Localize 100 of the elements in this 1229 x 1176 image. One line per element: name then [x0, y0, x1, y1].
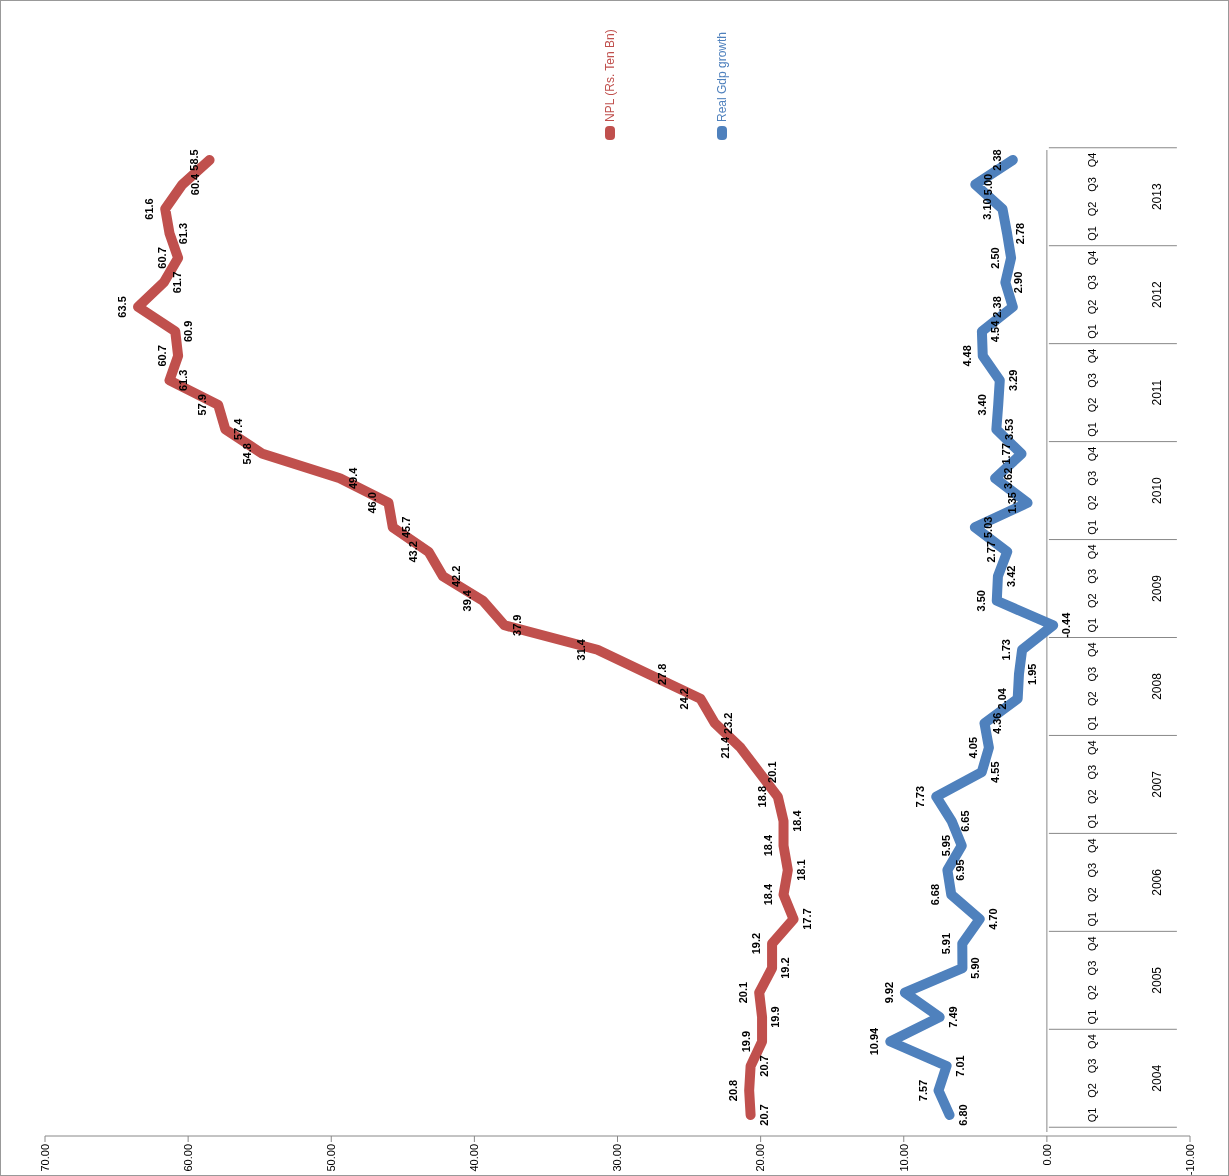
data-label: 4.48 — [960, 345, 973, 367]
x-tick-label: -10.00 — [1183, 1144, 1196, 1176]
x-tick-label: 40.00 — [468, 1144, 481, 1172]
y-tick-label: Q2 — [1085, 201, 1098, 217]
data-label: 23.2 — [721, 712, 734, 734]
y-tick-label: Q3 — [1085, 177, 1098, 192]
y-tick-label: Q3 — [1085, 373, 1098, 388]
data-label: 4.36 — [991, 712, 1004, 734]
data-label: 3.40 — [976, 394, 989, 416]
annotation: 2006 — [1150, 868, 1165, 896]
data-label: 7.49 — [946, 1006, 959, 1028]
y-tick-label: Q1 — [1085, 813, 1098, 829]
y-tick-label: Q1 — [1085, 226, 1098, 241]
y-tick-label: Q1 — [1085, 1107, 1098, 1123]
x-tick-label: 50.00 — [325, 1144, 338, 1172]
data-label: 58.5 — [187, 149, 200, 171]
data-label: 2.38 — [990, 296, 1003, 318]
y-tick-label: Q2 — [1085, 1083, 1098, 1098]
data-label: 4.54 — [988, 319, 1001, 343]
data-label: 2.38 — [990, 149, 1003, 171]
text: NPL (Rs. Ten Bn) — [603, 29, 618, 122]
y-tick-label: Q3 — [1085, 862, 1098, 878]
data-label: 3.29 — [1006, 369, 1019, 392]
x-tick-label: 70.00 — [38, 1144, 51, 1172]
data-label: 60.4 — [189, 172, 202, 196]
y-tick-label: Q4 — [1085, 250, 1098, 266]
y-tick-label: Q1 — [1085, 519, 1098, 535]
data-label: 3.10 — [980, 198, 993, 220]
data-label: 3.62 — [1002, 467, 1015, 490]
data-label: 46.0 — [366, 492, 379, 514]
data-label: 20.7 — [757, 1104, 770, 1126]
data-label: 10.94 — [868, 1026, 881, 1056]
y-tick-label: Q1 — [1085, 324, 1098, 339]
data-label: 20.1 — [766, 761, 779, 783]
annotation: 2005 — [1150, 966, 1165, 994]
data-label: 2.04 — [995, 687, 1008, 710]
data-label: 1.73 — [1000, 639, 1013, 661]
data-label: 19.2 — [779, 957, 792, 979]
annotation: 2011 — [1150, 379, 1165, 406]
y-tick-label: Q1 — [1085, 422, 1098, 437]
y-tick-label: Q4 — [1085, 936, 1098, 951]
data-label: 37.9 — [511, 614, 524, 636]
data-label: 18.4 — [761, 883, 774, 906]
y-tick-label: Q3 — [1085, 470, 1098, 486]
y-tick-label: Q3 — [1085, 666, 1098, 682]
y-tick-label: Q3 — [1085, 764, 1098, 780]
data-label: 61.7 — [170, 271, 183, 294]
data-label: 4.70 — [986, 908, 999, 930]
data-label: 39.4 — [460, 589, 473, 612]
data-label: 31.4 — [575, 638, 588, 661]
x-tick-label: 20.00 — [754, 1144, 767, 1172]
data-label: 6.95 — [954, 859, 967, 881]
data-label: 2.78 — [1014, 222, 1027, 245]
data-label: 4.55 — [988, 761, 1001, 783]
annotation: 2008 — [1150, 672, 1165, 700]
data-label: 60.7 — [156, 247, 169, 269]
x-tick-label: 10.00 — [897, 1144, 910, 1172]
y-tick-label: Q2 — [1085, 985, 1098, 1000]
data-label: 3.53 — [1003, 418, 1016, 441]
annotation: 2007 — [1150, 770, 1165, 798]
data-label: 20.1 — [737, 981, 750, 1004]
y-tick-label: Q2 — [1085, 397, 1098, 413]
data-label: 27.8 — [655, 663, 668, 685]
y-tick-label: Q2 — [1085, 887, 1098, 902]
data-label: 5.91 — [940, 932, 953, 955]
y-tick-label: Q4 — [1085, 152, 1098, 168]
data-label: 54.8 — [240, 443, 253, 465]
y-tick-label: Q4 — [1085, 838, 1098, 853]
data-label: 3.42 — [1004, 565, 1017, 587]
data-label: 20.8 — [727, 1079, 740, 1102]
y-tick-label: Q3 — [1085, 275, 1098, 290]
data-label: 9.92 — [882, 981, 895, 1004]
data-label: 4.05 — [966, 736, 979, 759]
data-label: 1.77 — [999, 443, 1012, 465]
y-tick-label: Q4 — [1085, 544, 1098, 560]
data-label: 6.80 — [956, 1104, 969, 1126]
text: Real Gdp growth — [715, 31, 730, 122]
data-label: 2.50 — [989, 247, 1002, 269]
data-label: 43.2 — [406, 541, 419, 563]
y-tick-label: Q1 — [1085, 911, 1098, 927]
data-label: 5.95 — [939, 834, 952, 857]
y-tick-label: Q2 — [1085, 789, 1098, 805]
data-label: 19.9 — [769, 1006, 782, 1028]
data-label: 19.2 — [750, 932, 763, 955]
y-tick-label: Q4 — [1085, 740, 1098, 756]
y-tick-label: Q3 — [1085, 1058, 1098, 1074]
annotation: 2010 — [1150, 476, 1165, 504]
data-label: 2.77 — [985, 541, 998, 563]
y-tick-label: Q1 — [1085, 1009, 1098, 1025]
data-label: 7.01 — [953, 1055, 966, 1077]
annotation: 2004 — [1150, 1064, 1165, 1092]
annotation: 2013 — [1150, 183, 1165, 211]
data-label: 5.90 — [969, 957, 982, 979]
data-label: 6.68 — [929, 883, 942, 906]
data-label: 5.00 — [982, 173, 995, 196]
data-label: 61.6 — [143, 198, 156, 220]
data-label: 18.1 — [794, 859, 807, 881]
y-tick-label: Q3 — [1085, 960, 1098, 976]
data-label: 63.5 — [116, 296, 129, 318]
y-tick-label: Q3 — [1085, 568, 1098, 584]
